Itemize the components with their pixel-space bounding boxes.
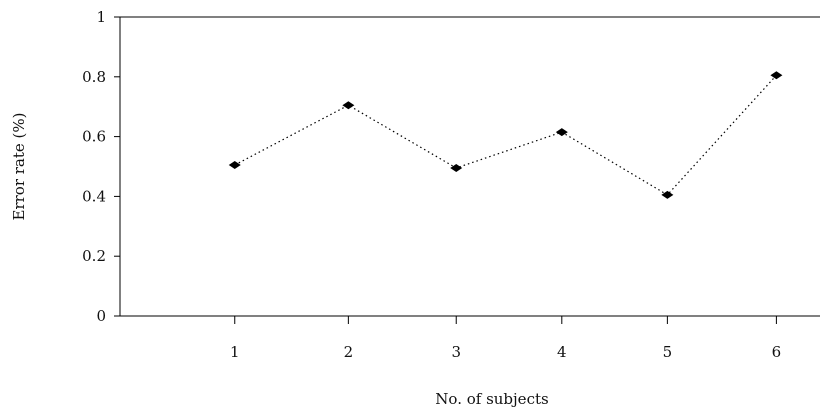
x-tick-label: 6	[772, 343, 782, 361]
x-tick-label: 2	[344, 343, 354, 361]
x-tick-label: 5	[663, 343, 673, 361]
series-line	[234, 74, 777, 196]
y-tick-label: 1	[96, 8, 106, 26]
data-point	[342, 101, 355, 110]
axes	[119, 16, 820, 317]
data-point	[450, 163, 463, 172]
y-ticks: 0 0.2 0.4 0.6 0.8 1	[82, 8, 120, 325]
y-tick-label: 0.2	[82, 247, 106, 265]
series	[228, 71, 783, 199]
y-tick-label: 0.4	[82, 187, 106, 205]
data-point	[770, 71, 783, 80]
x-tick-label: 4	[557, 343, 567, 361]
y-tick-label: 0.8	[82, 68, 106, 86]
y-tick-label: 0	[96, 307, 106, 325]
x-tick-label: 3	[451, 343, 461, 361]
data-point	[661, 190, 674, 199]
x-ticks: 1 2 3 4 5 6	[230, 316, 781, 361]
y-axis-label: Error rate (%)	[10, 112, 28, 220]
y-tick-label: 0.6	[82, 128, 106, 146]
data-point	[555, 128, 568, 137]
x-axis-label: No. of subjects	[435, 390, 548, 408]
data-point	[228, 161, 241, 170]
x-tick-label: 1	[230, 343, 240, 361]
